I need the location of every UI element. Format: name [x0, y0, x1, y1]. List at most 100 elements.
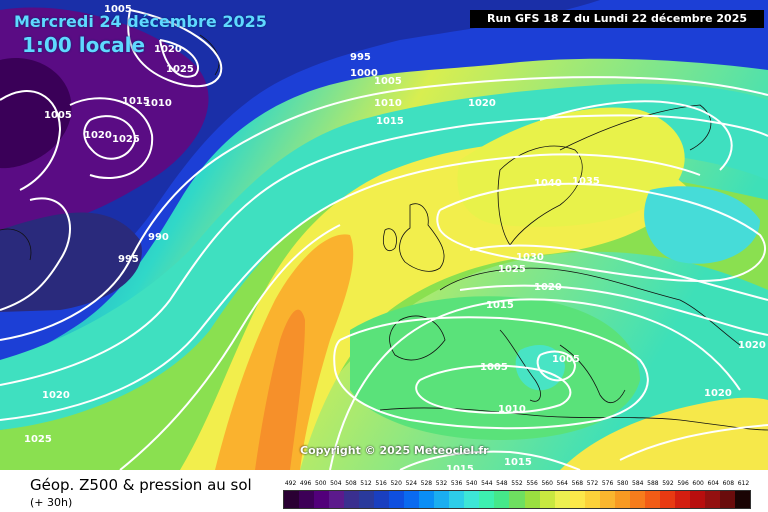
- isobar-label: 1005: [104, 4, 132, 15]
- legend-swatch: [659, 491, 675, 508]
- geopotential-south-yellow: [560, 397, 768, 470]
- isobar-label: 1005: [44, 110, 72, 121]
- legend-swatch: [434, 491, 450, 508]
- geopotential-ridge-darkorange: [255, 309, 305, 470]
- isobar-label: 1020: [534, 282, 562, 293]
- legend-swatch: [569, 491, 585, 508]
- legend-swatch: [524, 491, 540, 508]
- legend-swatch: [734, 491, 750, 508]
- isobar-label: 1020: [468, 98, 496, 109]
- isobar-label: 1015: [376, 116, 404, 127]
- legend-value: 580: [616, 480, 629, 487]
- isobar-label: 1005: [480, 362, 508, 373]
- legend-swatch: [404, 491, 420, 508]
- geopotential-med-green: [350, 296, 640, 440]
- color-legend: 492 496 500 504 508 512 516 520 524 528 532 536 540 5…: [283, 480, 751, 509]
- legend-swatch: [614, 491, 630, 508]
- legend-value: 496: [299, 480, 312, 487]
- legend-labels: 492 496 500 504 508 512 516 520 524 528 532 536 540 5…: [283, 480, 751, 490]
- legend-swatch: [509, 491, 525, 508]
- legend-swatch: [359, 491, 375, 508]
- legend-swatch: [539, 491, 555, 508]
- forecast-time: 1:00 locale: [22, 33, 146, 57]
- isobar-label: 1010: [498, 404, 526, 415]
- legend-swatch: [554, 491, 570, 508]
- legend-value: 512: [360, 480, 372, 487]
- legend-value: 528: [420, 480, 433, 487]
- legend-swatch: [689, 491, 705, 508]
- geopotential-ridge-yellow-north: [457, 107, 685, 227]
- legend-swatch: [494, 491, 510, 508]
- legend-value: 536: [450, 480, 463, 487]
- isobar-label: 1015: [504, 457, 532, 468]
- legend-swatch: [464, 491, 480, 508]
- isobar-label: 995: [350, 52, 371, 63]
- legend-value: 572: [586, 480, 599, 487]
- legend-value: 568: [571, 480, 584, 487]
- legend-swatch: [389, 491, 405, 508]
- isobar-label: 1005: [552, 354, 580, 365]
- isobar-label: 1020: [154, 44, 182, 55]
- legend-value: 524: [405, 480, 418, 487]
- forecast-date: Mercredi 24 décembre 2025: [14, 12, 267, 31]
- legend-swatch: [419, 491, 435, 508]
- weather-map: 1005 1020 1025 995 1000 1005 1010 1015 1…: [0, 0, 768, 470]
- legend-swatch: [704, 491, 720, 508]
- isobar-label: 1020: [704, 388, 732, 399]
- legend-value: 500: [315, 480, 327, 487]
- geopotential-low-deep: [0, 58, 72, 169]
- legend-value: 548: [496, 480, 508, 487]
- isobar-label: 1000: [350, 68, 378, 79]
- geopotential-band-cyan: [0, 83, 768, 430]
- isobar-label: 1020: [738, 340, 766, 351]
- geopotential-scandi-cyan: [644, 186, 760, 264]
- legend-value: 556: [526, 480, 538, 487]
- legend-swatch: [584, 491, 600, 508]
- legend-swatch: [449, 491, 465, 508]
- footer: Géop. Z500 & pression au sol (+ 30h) 492…: [0, 470, 768, 512]
- isobar-label: 1010: [374, 98, 402, 109]
- legend-value: 552: [511, 480, 523, 487]
- legend-value: 612: [737, 480, 750, 487]
- forecast-offset: (+ 30h): [30, 496, 73, 509]
- isobar-label: 1040: [534, 178, 562, 189]
- isobar-label: 1005: [374, 76, 402, 87]
- legend-swatch: [479, 491, 495, 508]
- legend-swatch: [284, 491, 300, 508]
- legend-swatch: [629, 491, 645, 508]
- isobar-label: 1025: [166, 64, 194, 75]
- legend-value: 584: [632, 480, 644, 487]
- isobar-label: 990: [148, 232, 169, 243]
- isobar-label: 1010: [144, 98, 172, 109]
- isobar-labels: 1005 1020 1025 995 1000 1005 1010 1015 1…: [24, 4, 766, 470]
- geopotential-navy-west: [0, 212, 142, 312]
- isobar-label: 1035: [572, 176, 600, 187]
- legend-value: 588: [647, 480, 659, 487]
- legend-value: 576: [601, 480, 614, 487]
- legend-value: 520: [390, 480, 402, 487]
- legend-value: 592: [662, 480, 674, 487]
- legend-value: 508: [345, 480, 357, 487]
- legend-swatch: [644, 491, 660, 508]
- model-run-label: Run GFS 18 Z du Lundi 22 décembre 2025: [470, 10, 764, 28]
- legend-value: 560: [541, 480, 553, 487]
- legend-value: 544: [481, 480, 493, 487]
- legend-value: 504: [330, 480, 342, 487]
- isobar-label: 1015: [446, 464, 474, 470]
- legend-swatch: [314, 491, 330, 508]
- legend-swatch: [674, 491, 690, 508]
- legend-value: 492: [284, 480, 297, 487]
- legend-swatch: [329, 491, 345, 508]
- isobar-label: 1025: [24, 434, 52, 445]
- legend-value: 608: [722, 480, 735, 487]
- legend-swatch: [374, 491, 390, 508]
- isobar-label: 1015: [486, 300, 514, 311]
- isobar-label: 995: [118, 254, 139, 265]
- legend-value: 604: [707, 480, 719, 487]
- legend-value: 516: [375, 480, 387, 487]
- legend-value: 564: [556, 480, 568, 487]
- legend-swatch: [719, 491, 735, 508]
- legend-value: 596: [677, 480, 689, 487]
- isobars: [0, 9, 768, 470]
- isobar-label: 1030: [516, 252, 544, 263]
